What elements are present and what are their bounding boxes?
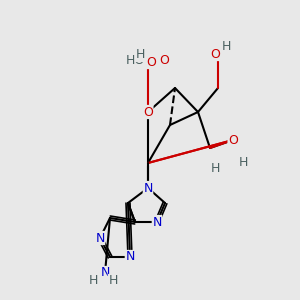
Text: H: H [238,157,248,169]
Text: O: O [159,53,169,67]
Text: N: N [152,215,162,229]
Text: H: H [88,274,98,287]
Text: N: N [125,250,135,263]
Text: O: O [210,47,220,61]
Text: H: H [210,161,220,175]
Text: H: H [221,40,231,53]
Text: HO: HO [126,53,145,67]
Text: N: N [143,182,153,194]
Text: N: N [100,266,110,280]
Text: O: O [143,106,153,118]
Text: O: O [228,134,238,146]
Text: H: H [108,274,118,287]
Text: N: N [95,232,105,244]
Text: H: H [135,49,145,62]
Text: O: O [146,56,156,68]
